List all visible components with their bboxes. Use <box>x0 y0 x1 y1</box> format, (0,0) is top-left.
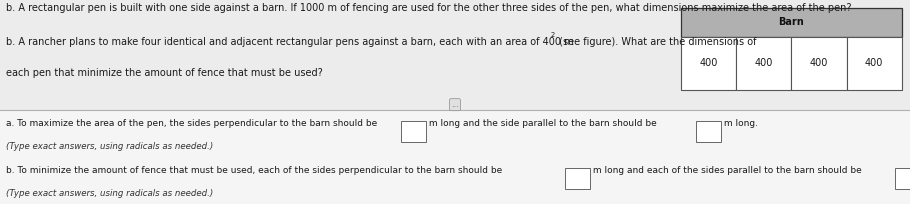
Text: 400: 400 <box>865 58 884 68</box>
Text: (see figure). What are the dimensions of: (see figure). What are the dimensions of <box>556 37 756 47</box>
Bar <box>401 121 426 142</box>
Bar <box>681 8 902 37</box>
Bar <box>791 37 846 90</box>
Text: b. A rancher plans to make four identical and adjacent rectangular pens against : b. A rancher plans to make four identica… <box>6 37 574 47</box>
Text: 400: 400 <box>810 58 828 68</box>
Text: b. A rectangular pen is built with one side against a barn. If 1000 m of fencing: b. A rectangular pen is built with one s… <box>6 3 852 13</box>
Text: each pen that minimize the amount of fence that must be used?: each pen that minimize the amount of fen… <box>6 68 323 78</box>
Bar <box>846 37 902 90</box>
Bar <box>0 110 910 204</box>
Text: m long.: m long. <box>721 119 758 128</box>
Text: m long and the side parallel to the barn should be: m long and the side parallel to the barn… <box>426 119 660 128</box>
Text: b. To minimize the amount of fence that must be used, each of the sides perpendi: b. To minimize the amount of fence that … <box>6 166 505 175</box>
Text: ...: ... <box>451 100 459 109</box>
Bar <box>0 0 910 110</box>
Text: m long and each of the sides parallel to the barn should be: m long and each of the sides parallel to… <box>590 166 864 175</box>
Text: Barn: Barn <box>778 17 804 28</box>
Bar <box>681 37 736 90</box>
Bar <box>696 121 721 142</box>
Text: (Type exact answers, using radicals as needed.): (Type exact answers, using radicals as n… <box>6 189 214 198</box>
Text: 400: 400 <box>699 58 717 68</box>
Text: (Type exact answers, using radicals as needed.): (Type exact answers, using radicals as n… <box>6 142 214 151</box>
Text: a. To maximize the area of the pen, the sides perpendicular to the barn should b: a. To maximize the area of the pen, the … <box>6 119 380 128</box>
Text: 2: 2 <box>551 32 555 38</box>
Bar <box>565 168 590 189</box>
Bar <box>895 168 910 189</box>
Bar <box>736 37 791 90</box>
Text: 400: 400 <box>754 58 773 68</box>
